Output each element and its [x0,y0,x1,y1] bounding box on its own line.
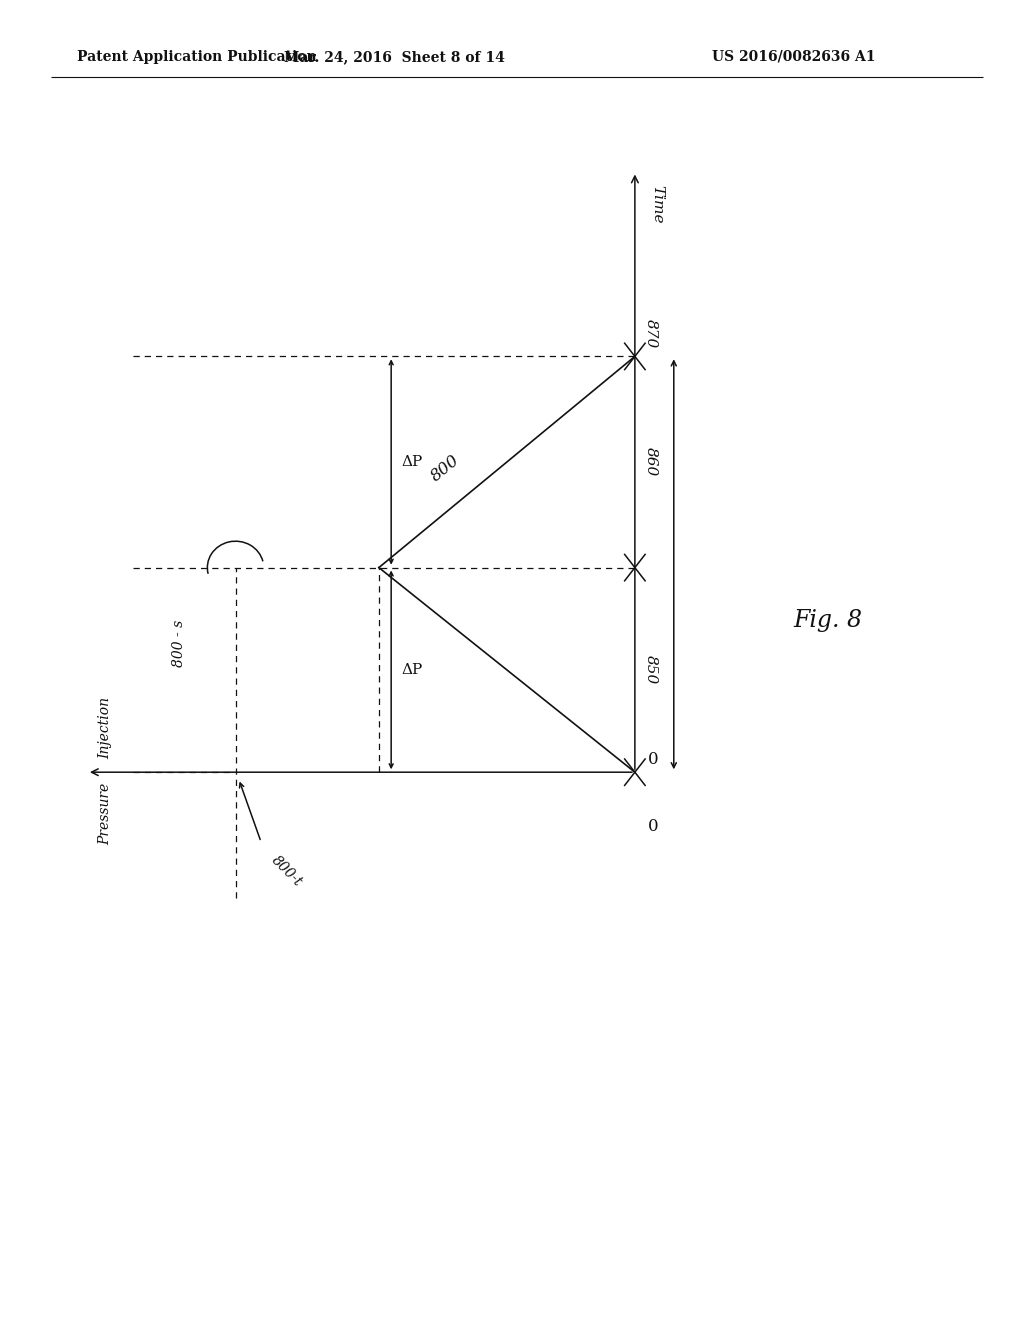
Text: 0: 0 [648,818,658,836]
Text: 870: 870 [644,319,658,348]
Text: 800 - s: 800 - s [172,620,186,667]
Text: ΔP: ΔP [401,663,423,677]
Text: 800: 800 [428,451,463,486]
Text: 0: 0 [648,751,658,768]
Text: 850: 850 [644,655,658,685]
Text: ΔP: ΔP [401,455,423,469]
Text: Patent Application Publication: Patent Application Publication [77,50,316,63]
Text: Pressure: Pressure [98,783,113,845]
Text: Mar. 24, 2016  Sheet 8 of 14: Mar. 24, 2016 Sheet 8 of 14 [284,50,505,63]
Text: Time: Time [650,185,665,223]
Text: 860: 860 [644,447,658,477]
Text: Injection: Injection [98,697,113,759]
Text: Fig. 8: Fig. 8 [794,609,862,632]
Text: 800-t: 800-t [268,853,305,890]
Text: US 2016/0082636 A1: US 2016/0082636 A1 [712,50,876,63]
